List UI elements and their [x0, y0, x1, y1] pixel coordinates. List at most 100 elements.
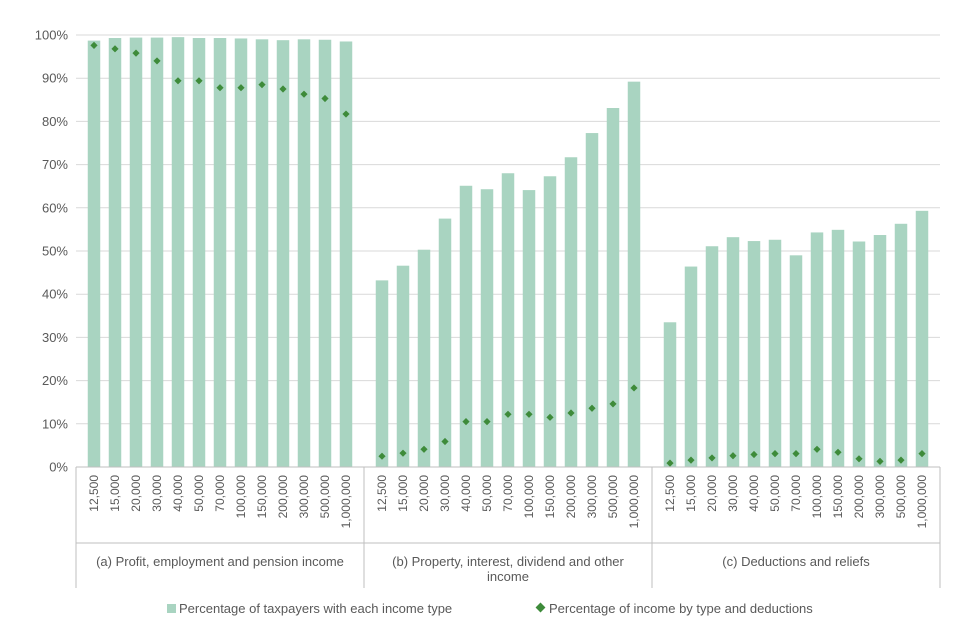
point-marker	[399, 449, 407, 457]
bar	[417, 249, 431, 467]
x-tick-label: 300,000	[873, 475, 887, 519]
y-tick-label: 90%	[42, 71, 68, 86]
bar	[543, 176, 557, 467]
x-tick-label: 300,000	[297, 475, 311, 519]
point-marker	[420, 445, 428, 453]
point-marker	[897, 456, 905, 464]
x-tick-label: 200,000	[276, 475, 290, 519]
x-tick-label: 1,000,000	[339, 475, 353, 529]
bar	[852, 241, 866, 467]
bar	[684, 266, 698, 467]
point-marker	[174, 77, 182, 85]
y-tick-label: 80%	[42, 114, 68, 129]
point-marker	[609, 400, 617, 408]
x-tick-label: 50,000	[480, 475, 494, 512]
y-tick-label: 70%	[42, 157, 68, 172]
x-tick-label: 1,000,000	[915, 475, 929, 529]
x-tick-label: 40,000	[747, 475, 761, 512]
point-marker	[378, 452, 386, 460]
points-layer	[90, 41, 926, 467]
legend-bar-swatch	[167, 604, 176, 613]
legend-marker-swatch	[535, 602, 546, 613]
bar	[171, 37, 185, 467]
bar	[627, 81, 641, 467]
group-label: (a) Profit, employment and pension incom…	[96, 554, 344, 569]
point-marker	[111, 45, 119, 53]
point-marker	[483, 418, 491, 426]
bar	[87, 40, 101, 468]
y-tick-label: 10%	[42, 416, 68, 431]
x-tick-label: 150,000	[255, 475, 269, 519]
x-tick-label: 70,000	[213, 475, 227, 512]
point-marker	[855, 455, 863, 463]
point-marker	[153, 57, 161, 65]
y-tick-label: 60%	[42, 200, 68, 215]
bar	[318, 39, 332, 467]
bar	[585, 133, 599, 467]
x-tick-label: 20,000	[705, 475, 719, 512]
bar	[564, 157, 578, 468]
bar	[108, 38, 122, 468]
legend: Percentage of taxpayers with each income…	[167, 601, 813, 616]
point-marker	[195, 77, 203, 85]
x-tick-label: 70,000	[501, 475, 515, 512]
x-tick-label: 1,000,000	[627, 475, 641, 529]
point-marker	[834, 448, 842, 456]
bar	[606, 108, 620, 468]
bar	[501, 173, 515, 468]
x-tick-label: 12,500	[663, 475, 677, 512]
legend-marker-label: Percentage of income by type and deducti…	[549, 601, 813, 616]
x-tick-label: 500,000	[894, 475, 908, 519]
bar	[522, 190, 536, 467]
point-marker	[279, 85, 287, 93]
bar	[213, 38, 227, 468]
point-marker	[729, 452, 737, 460]
bar	[705, 246, 719, 467]
point-marker	[462, 418, 470, 426]
bar	[276, 40, 290, 468]
bar	[255, 39, 269, 467]
x-tick-label: 50,000	[768, 475, 782, 512]
point-marker	[630, 384, 638, 392]
point-marker	[300, 90, 308, 98]
bar	[789, 255, 803, 467]
y-tick-label: 0%	[49, 460, 68, 475]
x-tick-label: 500,000	[318, 475, 332, 519]
point-marker	[342, 110, 350, 118]
point-marker	[687, 456, 695, 464]
bar	[831, 229, 845, 467]
x-tick-label: 200,000	[564, 475, 578, 519]
y-tick-label: 40%	[42, 287, 68, 302]
x-tick-label: 500,000	[606, 475, 620, 519]
bar	[663, 322, 677, 467]
bar	[234, 38, 248, 468]
bars-layer	[87, 37, 929, 468]
point-marker	[813, 445, 821, 453]
point-marker	[237, 84, 245, 92]
point-marker	[441, 437, 449, 446]
x-tick-label: 20,000	[129, 475, 143, 512]
y-tick-label: 100%	[35, 28, 69, 43]
bar	[873, 235, 887, 467]
x-tick-label: 12,500	[87, 475, 101, 512]
bar	[396, 265, 410, 467]
y-tick-label: 30%	[42, 330, 68, 345]
bar	[375, 280, 389, 467]
x-tick-label: 15,000	[684, 475, 698, 512]
x-tick-label: 300,000	[585, 475, 599, 519]
point-marker	[132, 49, 140, 57]
point-marker	[90, 41, 98, 49]
bar	[480, 189, 494, 467]
bar	[768, 239, 782, 467]
x-tick-label: 15,000	[396, 475, 410, 512]
x-tick-label: 30,000	[438, 475, 452, 512]
bar	[894, 223, 908, 467]
point-marker	[258, 81, 266, 89]
x-tick-label: 200,000	[852, 475, 866, 519]
group-label: (b) Property, interest, dividend and oth…	[392, 554, 624, 569]
legend-bar-label: Percentage of taxpayers with each income…	[179, 601, 452, 616]
bar	[129, 37, 143, 467]
point-marker	[525, 410, 533, 418]
point-marker	[546, 413, 554, 421]
